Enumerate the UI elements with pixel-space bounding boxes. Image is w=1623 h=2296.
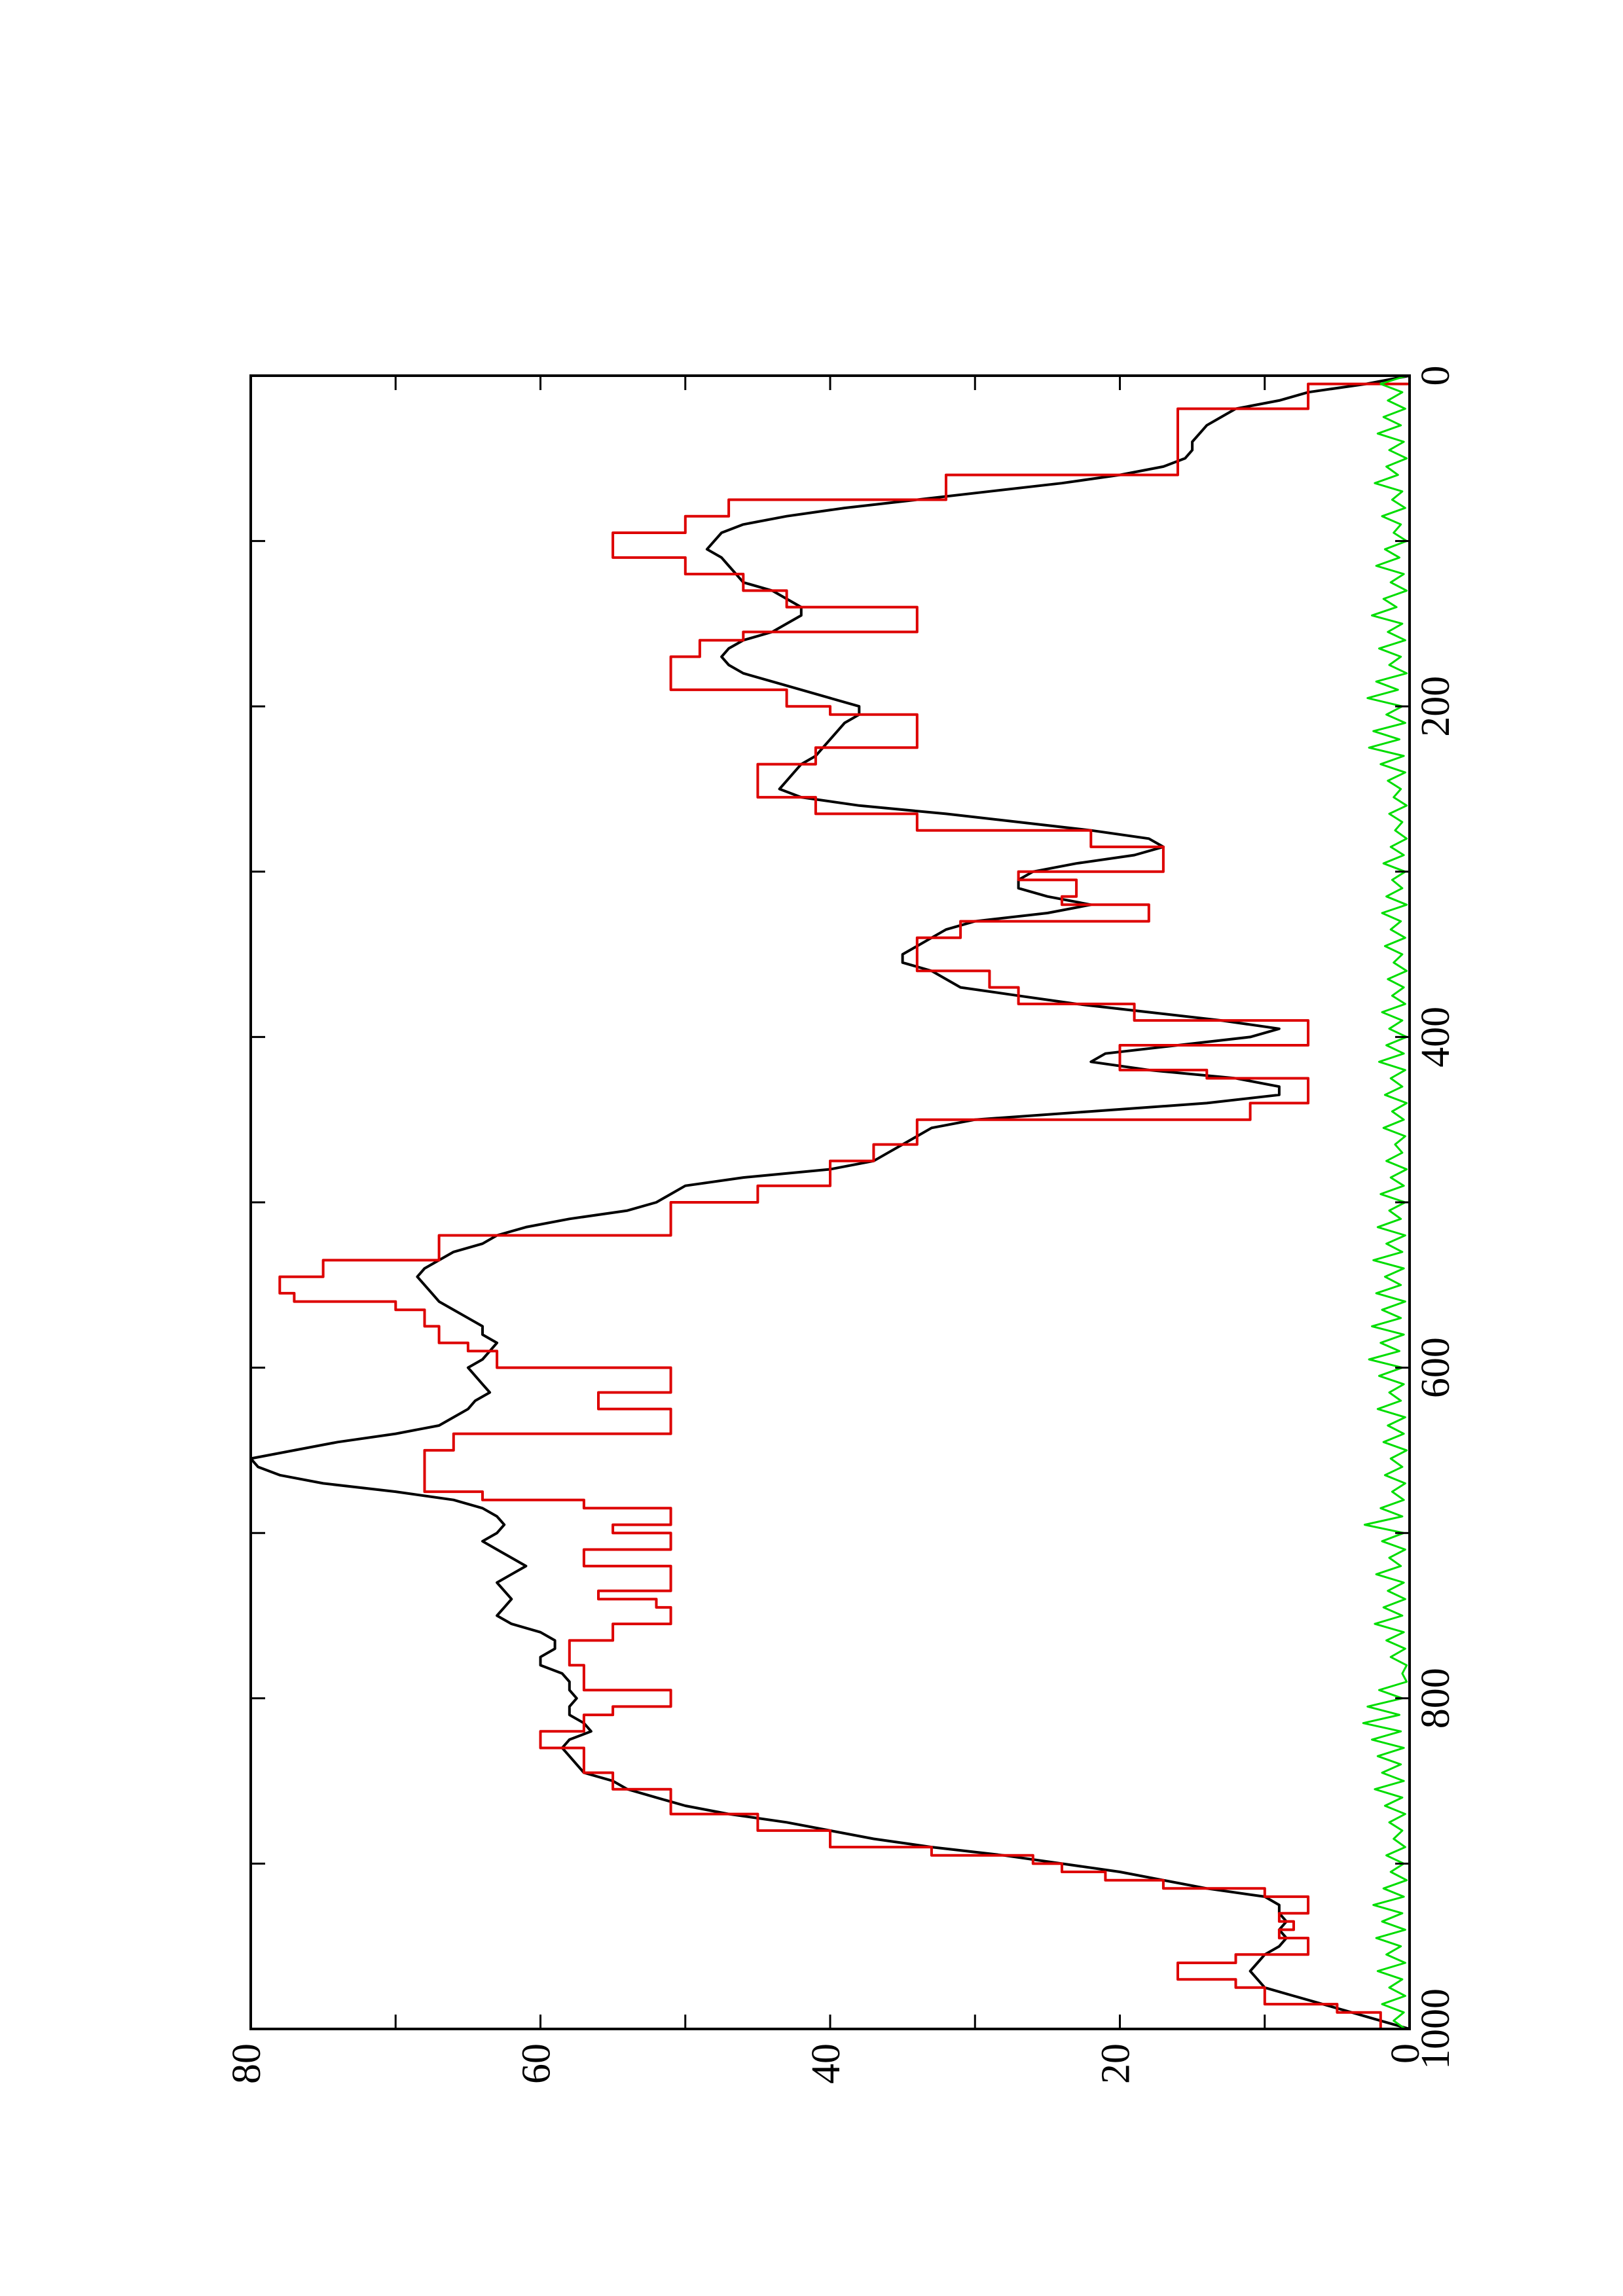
x-tick-label: 800	[1413, 1668, 1458, 1729]
y-tick-label: 40	[804, 2043, 848, 2084]
x-tick-label: 600	[1413, 1337, 1458, 1398]
x-tick-label: 400	[1413, 1007, 1458, 1067]
tick-layer	[249, 374, 1411, 2030]
series-line-1	[249, 374, 1410, 2030]
x-tick-label: 0	[1413, 366, 1458, 386]
x-tick-label: 1000	[1413, 1988, 1458, 2070]
x-tick-label: 200	[1413, 676, 1458, 737]
y-tick-label: 80	[225, 2043, 269, 2084]
series-line-2	[278, 376, 1411, 2030]
y-tick-label: 60	[515, 2043, 559, 2084]
y-tick-label: 20	[1094, 2043, 1139, 2084]
y-tick-label: 0	[1383, 2043, 1428, 2064]
